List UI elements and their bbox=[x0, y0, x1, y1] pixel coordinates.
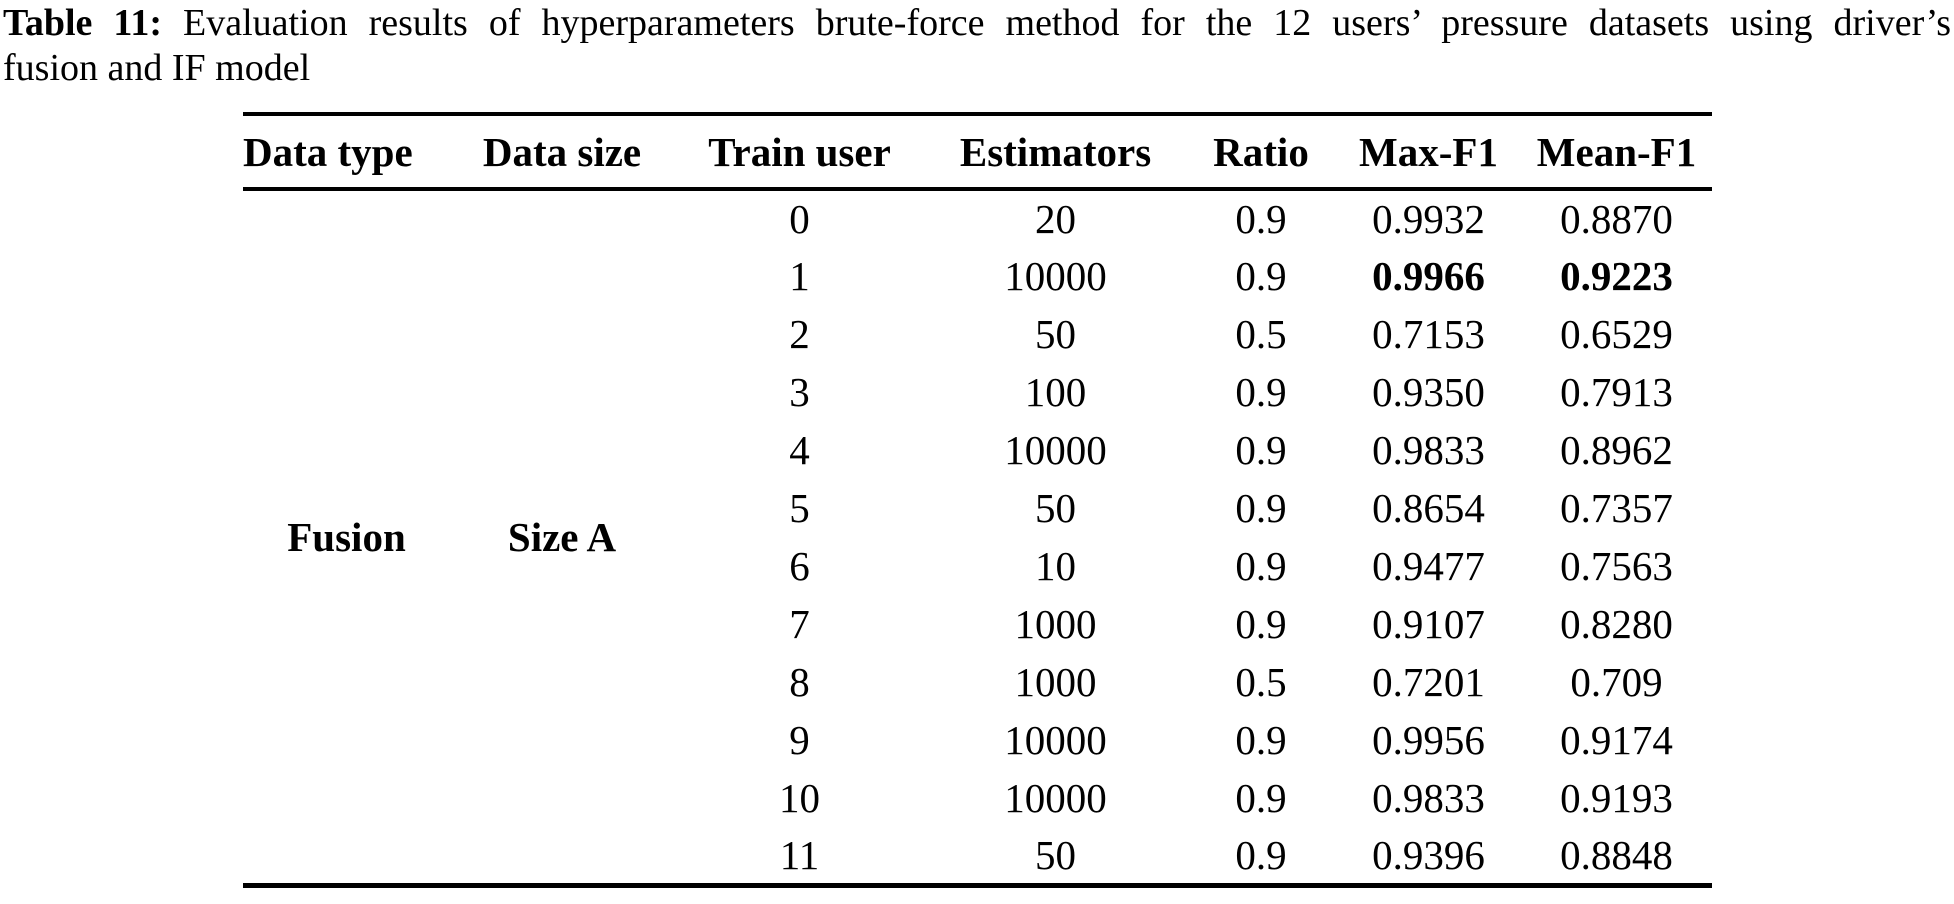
cell-estimators: 10000 bbox=[1004, 427, 1107, 473]
table-row: Fusion Size A 0 20 0.9 0.9932 0.8870 bbox=[243, 189, 1712, 560]
header-mean-f1: Mean-F1 bbox=[1536, 128, 1697, 175]
cell-max-f1: 0.9107 bbox=[1372, 601, 1485, 647]
cell-mean-f1: 0.8280 bbox=[1560, 601, 1673, 647]
cell-train-user: 4 bbox=[789, 427, 810, 473]
cell-estimators: 1000 bbox=[1014, 659, 1097, 705]
cell-train-user: 0 bbox=[789, 196, 810, 242]
cell-ratio: 0.9 bbox=[1235, 253, 1287, 299]
results-table: Data type Data size Train user Estimator… bbox=[243, 112, 1712, 888]
cell-train-user: 10 bbox=[779, 775, 820, 821]
header-data-type: Data type bbox=[243, 128, 413, 175]
cell-mean-f1: 0.9223 bbox=[1560, 253, 1673, 299]
cell-train-user: 2 bbox=[789, 311, 810, 357]
cell-estimators: 10000 bbox=[1004, 253, 1107, 299]
cell-train-user: 3 bbox=[789, 369, 810, 415]
cell-ratio: 0.5 bbox=[1235, 311, 1287, 357]
table-caption-text: Evaluation results of hyperparameters br… bbox=[161, 2, 1951, 44]
cell-train-user: 5 bbox=[789, 485, 810, 531]
cell-mean-f1: 0.7357 bbox=[1560, 485, 1673, 531]
cell-estimators: 50 bbox=[1035, 311, 1076, 357]
header-estimators: Estimators bbox=[959, 128, 1152, 175]
cell-max-f1: 0.9932 bbox=[1372, 196, 1485, 242]
header-train-user: Train user bbox=[708, 128, 891, 175]
cell-mean-f1: 0.7563 bbox=[1560, 543, 1673, 589]
data-type-cell: Fusion bbox=[287, 513, 406, 560]
cell-mean-f1: 0.8962 bbox=[1560, 427, 1673, 473]
cell-ratio: 0.9 bbox=[1235, 196, 1287, 242]
cell-ratio: 0.9 bbox=[1235, 543, 1287, 589]
table-row: 10 10000 0.9 0.9833 0.9193 bbox=[243, 769, 1712, 827]
cell-max-f1: 0.7201 bbox=[1372, 659, 1485, 705]
header-row: Data type Data size Train user Estimator… bbox=[243, 114, 1712, 189]
cell-max-f1: 0.8654 bbox=[1372, 485, 1485, 531]
cell-estimators: 10 bbox=[1035, 543, 1076, 589]
cell-max-f1: 0.9477 bbox=[1372, 543, 1485, 589]
cell-estimators: 50 bbox=[1035, 485, 1076, 531]
cell-ratio: 0.9 bbox=[1235, 717, 1287, 763]
cell-train-user: 9 bbox=[789, 717, 810, 763]
cell-mean-f1: 0.8870 bbox=[1560, 196, 1673, 242]
table-caption: Table 11: Evaluation results of hyperpar… bbox=[3, 1, 1951, 91]
header-ratio: Ratio bbox=[1213, 128, 1309, 175]
table-row: 7 1000 0.9 0.9107 0.8280 bbox=[243, 595, 1712, 653]
table-row: 5 50 0.9 0.8654 0.7357 bbox=[243, 479, 1712, 537]
table-row: 11 50 0.9 0.9396 0.8848 bbox=[243, 827, 1712, 885]
cell-max-f1: 0.7153 bbox=[1372, 311, 1485, 357]
cell-train-user: 8 bbox=[789, 659, 810, 705]
cell-estimators: 100 bbox=[1024, 369, 1087, 415]
cell-estimators: 10000 bbox=[1004, 775, 1107, 821]
cell-max-f1: 0.9350 bbox=[1372, 369, 1485, 415]
table-row: 6 10 0.9 0.9477 0.7563 bbox=[243, 537, 1712, 595]
table-row: 9 10000 0.9 0.9956 0.9174 bbox=[243, 711, 1712, 769]
cell-ratio: 0.9 bbox=[1235, 601, 1287, 647]
cell-mean-f1: 0.7913 bbox=[1560, 369, 1673, 415]
header-max-f1: Max-F1 bbox=[1359, 128, 1498, 175]
table-row: 3 100 0.9 0.9350 0.7913 bbox=[243, 363, 1712, 421]
cell-mean-f1: 0.709 bbox=[1570, 659, 1663, 705]
table-row: 1 10000 0.9 0.9966 0.9223 bbox=[243, 247, 1712, 305]
cell-ratio: 0.9 bbox=[1235, 427, 1287, 473]
cell-train-user: 7 bbox=[789, 601, 810, 647]
cell-ratio: 0.9 bbox=[1235, 775, 1287, 821]
table-caption-line2: fusion and IF model bbox=[3, 47, 311, 89]
cell-max-f1: 0.9956 bbox=[1372, 717, 1485, 763]
cell-estimators: 1000 bbox=[1014, 601, 1097, 647]
table-row: 8 1000 0.5 0.7201 0.709 bbox=[243, 653, 1712, 711]
cell-max-f1: 0.9966 bbox=[1372, 253, 1485, 299]
cell-train-user: 11 bbox=[779, 831, 820, 878]
cell-mean-f1: 0.8848 bbox=[1560, 831, 1673, 878]
cell-ratio: 0.9 bbox=[1235, 369, 1287, 415]
cell-ratio: 0.9 bbox=[1235, 831, 1287, 878]
table-caption-line1: Table 11: Evaluation results of hyperpar… bbox=[3, 1, 1951, 46]
cell-train-user: 1 bbox=[789, 253, 810, 299]
table-row: 2 50 0.5 0.7153 0.6529 bbox=[243, 305, 1712, 363]
data-size-cell: Size A bbox=[507, 513, 617, 560]
cell-mean-f1: 0.9193 bbox=[1560, 775, 1673, 821]
table-row: 4 10000 0.9 0.9833 0.8962 bbox=[243, 421, 1712, 479]
cell-ratio: 0.5 bbox=[1235, 659, 1287, 705]
cell-max-f1: 0.9833 bbox=[1372, 775, 1485, 821]
cell-train-user: 6 bbox=[789, 543, 810, 589]
cell-estimators: 20 bbox=[1035, 196, 1076, 242]
cell-max-f1: 0.9396 bbox=[1372, 831, 1485, 878]
cell-mean-f1: 0.6529 bbox=[1560, 311, 1673, 357]
cell-estimators: 10000 bbox=[1004, 717, 1107, 763]
cell-estimators: 50 bbox=[1035, 831, 1076, 878]
cell-mean-f1: 0.9174 bbox=[1560, 717, 1673, 763]
cell-ratio: 0.9 bbox=[1235, 485, 1287, 531]
table-caption-label: Table 11: bbox=[3, 2, 162, 44]
table-header: Data type Data size Train user Estimator… bbox=[243, 114, 1712, 189]
table-body: Fusion Size A 0 20 0.9 0.9932 0.8870 1 10000 0.9 0… bbox=[243, 189, 1712, 885]
cell-max-f1: 0.9833 bbox=[1372, 427, 1485, 473]
header-data-size: Data size bbox=[482, 128, 642, 175]
